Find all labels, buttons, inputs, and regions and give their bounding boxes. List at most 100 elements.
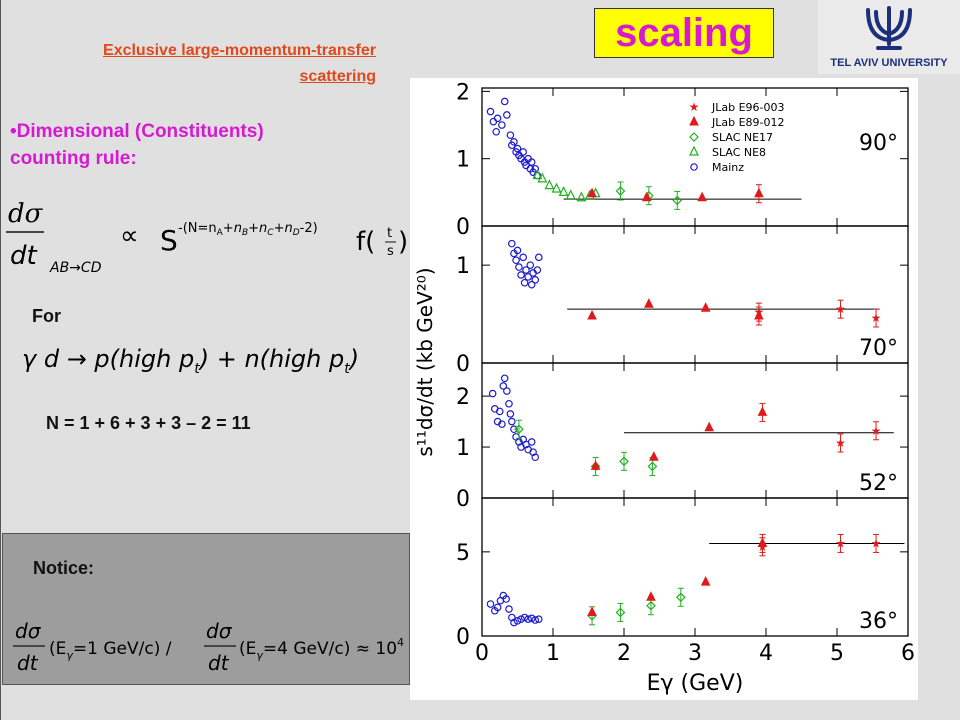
data-point [486,107,495,116]
data-point [510,425,518,434]
data-point [513,144,522,153]
data-point [700,302,711,312]
svg-text:dσ: dσ [206,619,233,643]
data-point [697,191,707,202]
angle-label: 70° [859,336,898,361]
svg-text:(Eγ=4 GeV/c) ≈ 104: (Eγ=4 GeV/c) ≈ 104 [239,636,404,662]
data-point [590,461,601,472]
for-label: For [32,306,61,326]
counting-rule-heading: •Dimensional (Constituents) counting rul… [10,118,370,172]
data-point [690,163,698,171]
data-point [544,179,555,190]
legend-label: JLab E96-003 [711,101,785,114]
reaction-formula: γ d → p(high pt) + n(high pt) [22,345,359,377]
data-point [646,600,656,611]
y-tick-label: 2 [456,80,470,105]
data-point [519,148,527,156]
angle-label: 52° [859,471,898,496]
data-point [754,187,764,198]
data-point [515,263,523,271]
data-point [641,191,652,202]
data-point [524,615,532,623]
data-point [500,97,509,106]
data-point [558,185,569,196]
data-point [498,420,506,428]
y-tick-label: 0 [456,215,470,240]
x-tick-label: 2 [617,641,631,666]
data-point [493,114,502,123]
data-point [533,266,542,274]
chart-panel: 0 1 2 90° 0 1 ★ ★ ★ 70° 0 1 2 ★ ★ 52° 0 5 ★ ★ ★ 36° 0 1 2 3 4 5 6 Eγ … [410,78,918,700]
data-point [486,600,495,608]
data-point [535,253,543,262]
data-point [535,615,543,623]
data-point [503,111,511,119]
data-point [512,256,520,265]
data-point [590,460,601,470]
notice-formula: dσ dt (Eγ=1 GeV/c) / dσ dt (Eγ=4 GeV/c) … [13,619,404,675]
svg-text:(Eγ=1 GeV/c) /: (Eγ=1 GeV/c) / [49,639,172,662]
data-point: ★ [689,100,700,114]
formula-s: S [160,224,178,257]
data-point [526,261,535,269]
svg-text:dt: dt [17,651,39,675]
data-point [689,132,699,142]
data-point [492,127,501,136]
x-tick-label: 1 [546,641,560,666]
y-tick-label: 2 [456,385,470,410]
y-tick-label: 5 [456,541,470,566]
logo-caption: TEL AVIV UNIVERSITY [830,57,948,69]
formula-exponent: -(N=nA+nB+nC+nD-2) [178,221,318,238]
scaling-chart: 0 1 2 90° 0 1 ★ ★ ★ 70° 0 1 2 ★ ★ 52° 0 5 ★ ★ ★ 36° 0 1 2 3 4 5 6 Eγ … [413,80,915,696]
data-point [700,576,711,586]
legend-label: SLAC NE17 [712,131,773,144]
data-point [520,278,529,287]
data-point [493,603,502,612]
data-point: ★ [835,302,846,316]
data-point [514,424,524,435]
data-point [587,606,597,616]
angle-label: 90° [859,131,898,156]
y-tick-label: 0 [456,625,470,650]
formula-proportional: ∝ [120,221,139,251]
data-point: ★ [835,536,846,550]
x-tick-label: 6 [901,641,915,666]
data-point [531,164,540,173]
university-logo: TEL AVIV UNIVERSITY [818,0,960,74]
data-point [565,189,576,200]
rule-heading-line-1: •Dimensional (Constituents) [10,121,264,142]
formula-frac-num: t [387,226,392,241]
data-point [689,115,699,126]
title-line-2[interactable]: scattering [299,68,376,85]
data-point [524,273,532,281]
formula-lhs-num: dσ [8,199,44,229]
data-point [517,615,525,623]
data-point [532,169,543,180]
data-point [499,382,508,390]
data-point [510,138,518,146]
data-point [531,276,540,284]
data-point [510,618,518,627]
data-point [506,131,515,139]
title-line-1[interactable]: Exclusive large-momentum-transfer [103,42,376,59]
plot-frame [481,225,909,364]
y-tick-label: 1 [456,148,470,173]
data-point [498,121,506,129]
data-point: ★ [835,436,846,450]
data-point [615,607,626,618]
x-axis-label: Eγ (GeV) [647,671,744,696]
data-point [647,461,658,472]
data-point [587,309,597,320]
n-equation: N = 1 + 6 + 3 + 3 – 2 = 11 [46,413,251,433]
data-point [646,591,656,601]
data-point [675,592,686,603]
data-point: ★ [757,540,768,554]
data-point [551,182,562,193]
title-link[interactable]: Exclusive large-momentum-transfer scatte… [14,38,376,90]
data-point [513,617,522,625]
data-point [537,172,548,183]
y-tick-label: 0 [456,352,470,377]
scaling-badge: scaling [594,8,774,58]
notice-label: Notice: [33,558,95,578]
legend-label: Mainz [712,161,744,174]
